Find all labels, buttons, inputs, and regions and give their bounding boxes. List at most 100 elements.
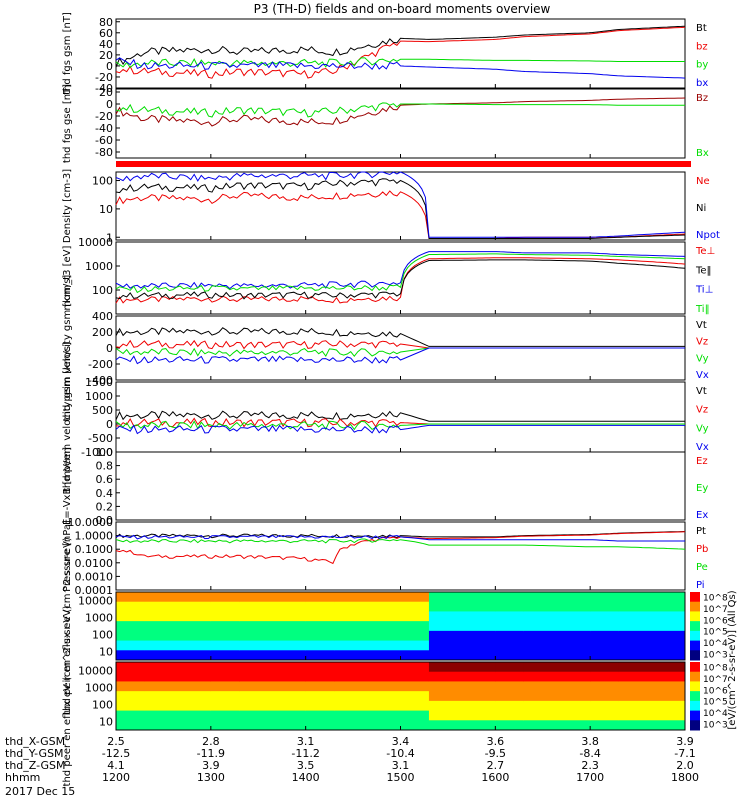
- heatmap-cell: [144, 592, 212, 603]
- heatmap-cell: [116, 691, 145, 702]
- series-line-Ti⊥: [115, 251, 686, 290]
- panel-density: 1 10 100 Density [cm-3] Ne Ni Npot: [62, 169, 720, 244]
- y-tick-label: 1500: [85, 376, 113, 389]
- heatmap-cell: [210, 592, 240, 603]
- heatmap-cell: [618, 671, 686, 682]
- series-line-Vy: [115, 420, 685, 431]
- legend-Vt: Vt: [696, 386, 707, 397]
- heatmap-cell: [590, 681, 620, 692]
- heatmap-cell: [400, 681, 430, 692]
- heatmap-cell: [495, 710, 525, 721]
- heatmap-cell: [400, 691, 430, 702]
- heatmap-cell: [495, 662, 525, 673]
- orbit-value: -7.1: [674, 747, 695, 760]
- heatmap-cell: [144, 611, 212, 622]
- y-tick-label: 100: [92, 629, 113, 642]
- y-tick-label: 500: [92, 404, 113, 417]
- orbit-value: -12.5: [102, 747, 130, 760]
- y-tick-label: 1000: [85, 390, 113, 403]
- heatmap-cell: [590, 700, 620, 712]
- heatmap-cell: [144, 700, 212, 712]
- heatmap-cell: [305, 650, 335, 661]
- y-tick-label: -20: [95, 110, 113, 123]
- heatmap-cell: [428, 640, 496, 651]
- colorbar-segment: [690, 601, 700, 612]
- heatmap-cell: [523, 671, 591, 682]
- heatmap-cell: [618, 681, 686, 692]
- orbit-value: 3.6: [487, 735, 505, 748]
- heatmap-cell: [305, 640, 335, 651]
- y-tick-label: 20: [99, 86, 113, 99]
- heatmap-cell: [239, 650, 307, 661]
- heatmap-cell: [618, 720, 686, 731]
- heatmap-cell: [618, 611, 686, 622]
- orbit-value: 3.5: [297, 759, 315, 772]
- heatmap-cell: [334, 621, 401, 632]
- heatmap-cell: [144, 681, 212, 692]
- heatmap-cell: [334, 640, 401, 651]
- figure-title: P3 (TH-D) fields and on-board moments ov…: [254, 2, 551, 16]
- heatmap-cell: [523, 601, 591, 612]
- series-line-by: [115, 57, 685, 69]
- legend-Ti⊥: Ti⊥: [695, 285, 713, 296]
- legend-Vz: Vz: [696, 337, 708, 348]
- status-bar: [116, 161, 691, 167]
- y-tick-label: 0.0: [96, 514, 114, 527]
- colorbar-segment: [690, 681, 700, 692]
- heatmap-cell: [400, 710, 430, 721]
- date-label: 2017 Dec 15: [5, 785, 75, 798]
- heatmap-cell: [334, 671, 401, 682]
- series-line-Pi: [115, 534, 685, 542]
- heatmap-cell: [523, 650, 591, 661]
- panel-frame: [115, 171, 686, 241]
- orbit-value: 2.8: [202, 735, 220, 748]
- y-axis-label: thd peer en eflux eV (cm^2-s-sr-eV): [62, 605, 73, 786]
- heatmap-cell: [523, 630, 591, 642]
- orbit-value: 2.0: [676, 759, 694, 772]
- y-tick-label: -200: [88, 358, 113, 371]
- colorbar-segment: [690, 691, 700, 702]
- heatmap-cell: [618, 662, 686, 673]
- heatmap-cell: [428, 601, 496, 612]
- heatmap-cell: [428, 662, 496, 673]
- heatmap-cell: [305, 592, 335, 603]
- orbit-value: 1600: [481, 771, 509, 784]
- colorbar-segment: [690, 611, 700, 622]
- y-tick-label: 1.0000: [75, 530, 114, 543]
- heatmap-cell: [428, 691, 496, 702]
- heatmap-cell: [495, 630, 525, 642]
- y-axis-label: thd fgs gse [nT]: [62, 84, 73, 163]
- heatmap-cell: [590, 640, 620, 651]
- heatmap-cell: [210, 601, 240, 612]
- heatmap-cell: [495, 671, 525, 682]
- heatmap-cell: [334, 681, 401, 692]
- heatmap-cell: [116, 700, 145, 712]
- heatmap-cell: [495, 700, 525, 712]
- legend-Vy: Vy: [696, 353, 709, 364]
- panel-pressure: 0.00010.00100.01000.10001.000010.0000Pre…: [62, 516, 708, 597]
- heatmap-cell: [590, 611, 620, 622]
- heatmap-cell: [590, 720, 620, 731]
- orbit-value: -8.4: [579, 747, 600, 760]
- heatmap-cell: [495, 720, 525, 731]
- heatmap-cell: [334, 662, 401, 673]
- heatmap-cell: [239, 671, 307, 682]
- panel-frame: [115, 521, 686, 591]
- y-tick-label: 0.1000: [75, 543, 114, 556]
- heatmap-cell: [618, 601, 686, 612]
- colorbar-tick-label: 10^7: [703, 605, 728, 615]
- series-line-Vz: [115, 339, 685, 350]
- heatmap-cell: [305, 691, 335, 702]
- series-line-Te⊥: [115, 257, 686, 304]
- heatmap-cell: [495, 601, 525, 612]
- heatmap-cell: [210, 710, 240, 721]
- y-tick-label: -500: [88, 432, 113, 445]
- heatmap-cell: [144, 662, 212, 673]
- heatmap-cell: [144, 640, 212, 651]
- heatmap-cell: [428, 611, 496, 622]
- y-tick-label: 0: [106, 418, 113, 431]
- heatmap-cell: [400, 592, 430, 603]
- heatmap-cell: [523, 611, 591, 622]
- y-tick-label: 0.6: [96, 473, 114, 486]
